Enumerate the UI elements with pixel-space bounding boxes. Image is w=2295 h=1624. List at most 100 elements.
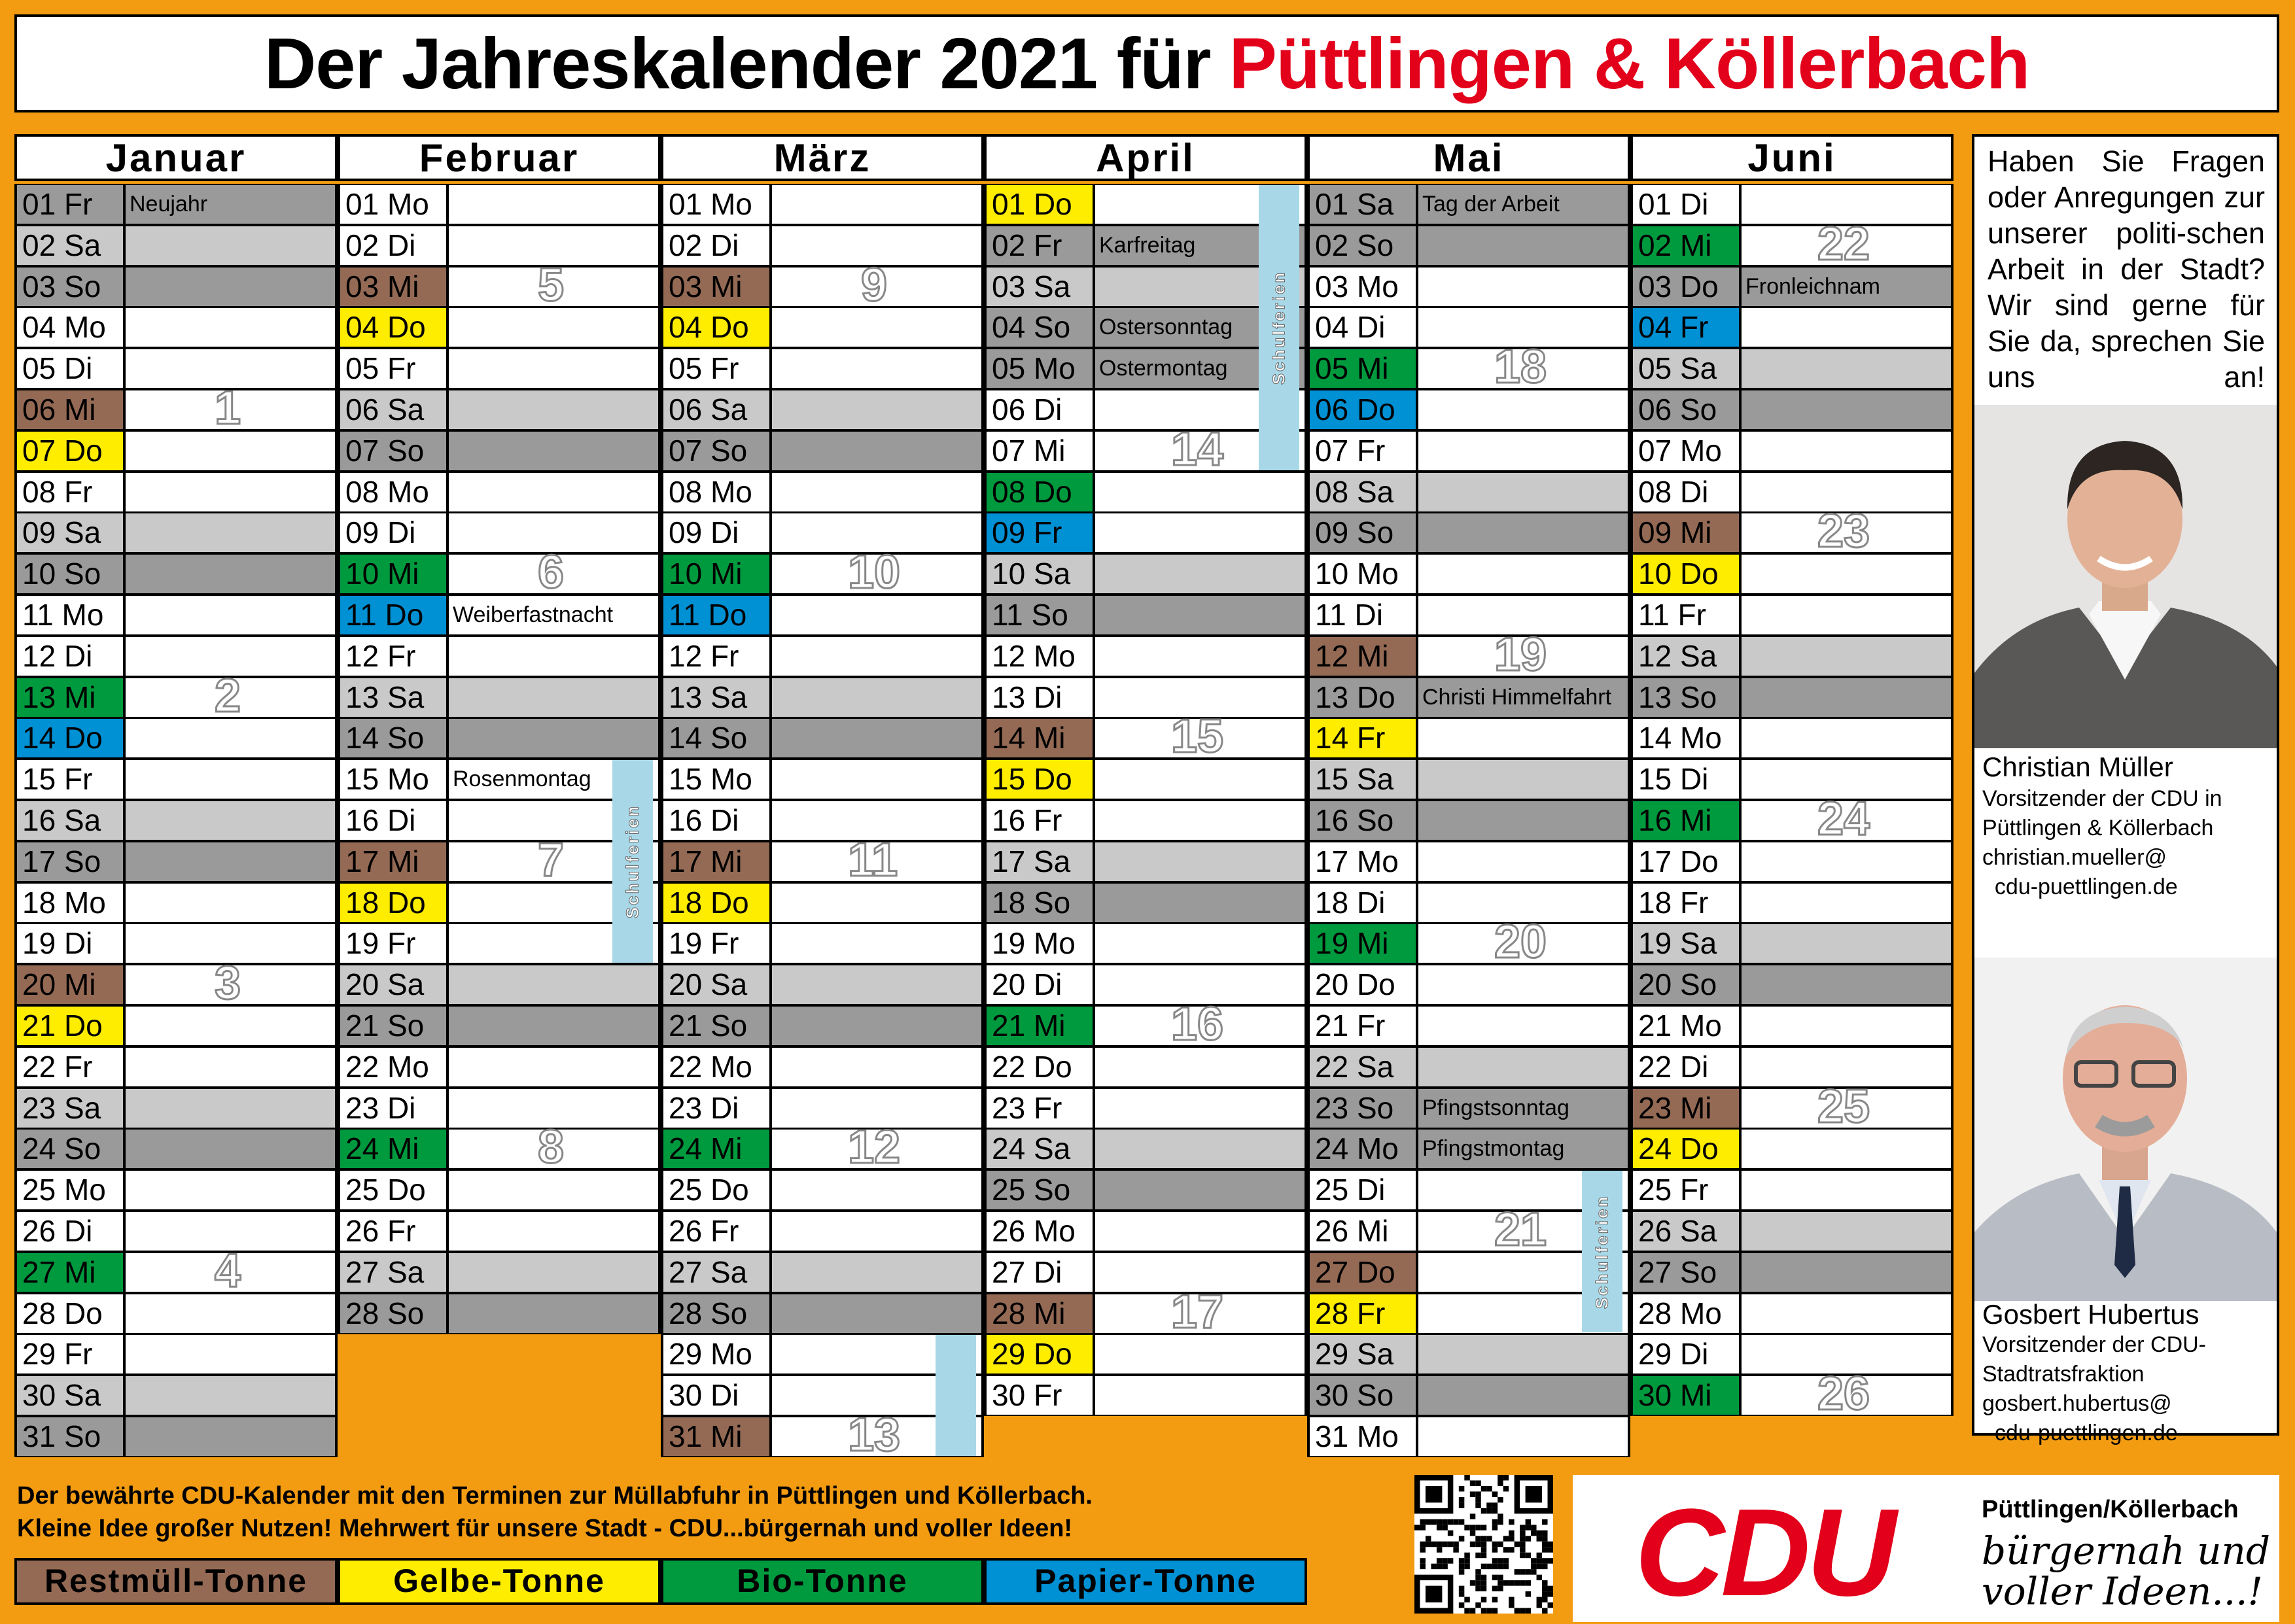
day-label: 13 Di xyxy=(987,678,1095,717)
logo-location: Püttlingen/Köllerbach xyxy=(1982,1496,2239,1523)
day-label: 10 So xyxy=(17,555,126,594)
day-label: 01 Fr xyxy=(17,185,126,224)
day-label: 04 Mo xyxy=(17,308,126,347)
day-row: 19 Mi xyxy=(1307,923,1630,965)
day-row: 21 So xyxy=(661,1005,984,1046)
person2-desc: Vorsitzender der CDU-Stadtratsfraktion g… xyxy=(1982,1330,2270,1448)
day-row: 24 Do xyxy=(1630,1128,1953,1170)
day-label: 19 Sa xyxy=(1633,924,1742,963)
month-header: Juni xyxy=(1630,134,1953,181)
person1-email: christian.mueller@ cdu-puettlingen.de xyxy=(1982,845,2178,899)
day-label: 10 Do xyxy=(1633,555,1742,594)
day-row: 04 Di xyxy=(1307,307,1630,349)
day-label: 02 Mi xyxy=(1633,226,1742,265)
day-row: 29 Mo xyxy=(661,1334,984,1375)
day-row: 17 Do xyxy=(1630,840,1953,882)
qr-code[interactable] xyxy=(1414,1475,1553,1614)
day-row: 15 Fr xyxy=(14,759,338,801)
day-label: 14 Do xyxy=(17,719,126,758)
day-label: 15 Fr xyxy=(17,760,126,799)
day-label: 13 So xyxy=(1633,678,1742,717)
day-label: 24 So xyxy=(17,1130,126,1169)
day-row: 23 Sa xyxy=(14,1087,338,1129)
day-row: 16 So xyxy=(1307,800,1630,841)
holiday-label: Ostersonntag xyxy=(1099,315,1233,340)
person2-name: Gosbert Hubertus xyxy=(1982,1299,2199,1330)
day-row: 07 Do xyxy=(14,430,338,472)
day-row: 18 Fr xyxy=(1630,882,1953,924)
day-row: 05 Sa xyxy=(1630,348,1953,390)
day-label: 03 Mi xyxy=(663,267,772,306)
month-februar: Februar 01 Mo 02 Di 03 Mi 04 Do 05 Fr 06 Sa 07 … xyxy=(338,134,661,1334)
day-row: 03 Mi xyxy=(661,266,984,307)
day-label: 28 Do xyxy=(17,1294,126,1333)
day-row: 18 Do xyxy=(661,882,984,924)
legend-gelbe: Gelbe-Tonne xyxy=(338,1558,661,1605)
logo-slogan: bürgernah und voller Ideen...! xyxy=(1982,1529,2270,1614)
day-label: 14 Fr xyxy=(1310,719,1418,758)
day-row: 20 So xyxy=(1630,964,1953,1006)
day-label: 12 Mo xyxy=(987,636,1095,676)
day-row: 08 Fr xyxy=(14,471,338,513)
day-label: 16 Fr xyxy=(987,801,1095,840)
legend-papier: Papier-Tonne xyxy=(984,1558,1307,1605)
day-label: 15 Di xyxy=(1633,760,1742,799)
day-row: 24 Mi xyxy=(661,1128,984,1170)
day-row: 12 Fr xyxy=(338,635,661,677)
day-row: 29 Do xyxy=(984,1334,1307,1375)
day-row: 13 Mi xyxy=(14,676,338,718)
day-row: 20 Do xyxy=(1307,964,1630,1006)
day-row: 06 Sa xyxy=(661,389,984,430)
day-row: 18 So xyxy=(984,882,1307,924)
day-row: 16 Di xyxy=(338,800,661,841)
day-row: 20 Mi xyxy=(14,964,338,1006)
day-row: 01 Do xyxy=(984,184,1307,225)
day-row: 15 Do xyxy=(984,759,1307,801)
holiday-label: Weiberfastnacht xyxy=(453,602,614,627)
day-row: 29 Fr xyxy=(14,1334,338,1375)
school-holiday-label: Schulferien xyxy=(622,804,642,919)
day-label: 30 Fr xyxy=(987,1376,1095,1415)
day-label: 29 Sa xyxy=(1310,1335,1418,1374)
day-label: 20 Mi xyxy=(17,965,126,1005)
day-label: 17 Do xyxy=(1633,842,1742,881)
day-row: 18 Mo xyxy=(14,882,338,924)
day-label: 15 Mo xyxy=(663,760,772,799)
day-row: 13 So xyxy=(1630,676,1953,718)
day-label: 01 Mo xyxy=(340,185,449,224)
day-row: 06 Do xyxy=(1307,389,1630,430)
day-row: 22 Sa xyxy=(1307,1046,1630,1088)
day-label: 11 Di xyxy=(1310,596,1418,634)
day-label: 23 Fr xyxy=(987,1088,1095,1128)
day-row: 26 Di xyxy=(14,1211,338,1252)
school-holiday-bar: Schulferien xyxy=(612,760,653,963)
day-label: 03 Mo xyxy=(1310,267,1418,306)
footer-text: Der bewährte CDU-Kalender mit den Termin… xyxy=(17,1482,1093,1542)
day-label: 18 Do xyxy=(340,883,449,922)
day-label: 26 Fr xyxy=(663,1212,772,1251)
day-label: 28 Fr xyxy=(1310,1294,1418,1333)
day-label: 02 Sa xyxy=(17,226,126,265)
day-label: 17 Mo xyxy=(1310,842,1418,881)
day-row: 06 So xyxy=(1630,389,1953,430)
day-label: 22 Fr xyxy=(17,1047,126,1086)
day-row: 21 Do xyxy=(14,1005,338,1046)
day-label: 11 Do xyxy=(663,596,772,634)
day-row: 14 Mi xyxy=(984,717,1307,759)
holiday-label: Christi Himmelfahrt xyxy=(1422,684,1612,710)
day-row: 16 Sa xyxy=(14,800,338,841)
day-row: 10 So xyxy=(14,553,338,595)
day-row: 17 Mo xyxy=(1307,840,1630,882)
month-header: Januar xyxy=(14,134,338,181)
day-row: 25 Do xyxy=(661,1169,984,1211)
day-label: 07 Do xyxy=(17,431,126,470)
day-row: 22 Mo xyxy=(661,1046,984,1088)
day-row: 27 Sa xyxy=(338,1251,661,1293)
day-label: 21 Do xyxy=(17,1007,126,1045)
day-label: 19 Mi xyxy=(1310,924,1418,963)
day-label: 03 Mi xyxy=(340,267,449,306)
school-holiday-label: Schulferien xyxy=(1269,270,1289,385)
contact-question: Haben Sie Fragen oder Anregungen zur uns… xyxy=(1988,145,2265,394)
day-row: 25 Do xyxy=(338,1169,661,1211)
holiday-label: Karfreitag xyxy=(1099,232,1196,258)
